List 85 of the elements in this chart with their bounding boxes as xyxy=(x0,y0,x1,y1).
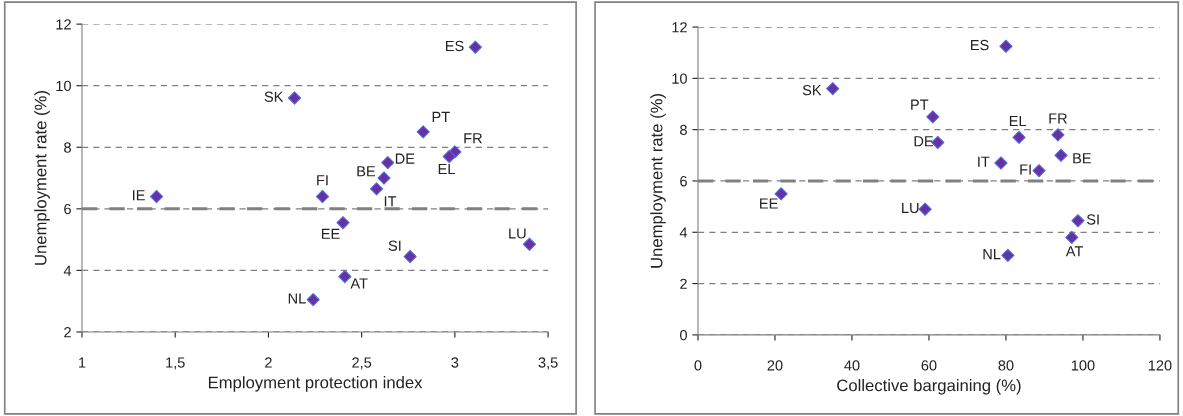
annotation: NL xyxy=(983,249,1001,260)
annotation: BE xyxy=(357,166,376,177)
annotation: IT xyxy=(384,196,397,207)
annotation: IT xyxy=(978,156,990,167)
annotation: DE xyxy=(395,153,415,164)
x-tick-label: 1 xyxy=(79,357,86,368)
point xyxy=(1001,248,1015,262)
x-axis-title: Collective bargaining (%) xyxy=(837,379,1021,395)
point xyxy=(994,156,1008,170)
point xyxy=(1032,164,1046,178)
point xyxy=(1051,128,1065,142)
x-axis-title: Employment protection index xyxy=(208,376,423,392)
y-tick-label: 6 xyxy=(64,203,71,215)
y-tick-label: 0 xyxy=(680,329,687,341)
y-tick-label: 12 xyxy=(672,22,687,33)
y-tick-label: 4 xyxy=(679,227,688,238)
annotation: PT xyxy=(911,99,929,110)
annotation: DE xyxy=(914,136,934,147)
annotation: FI xyxy=(1020,164,1031,175)
y-tick-label: 8 xyxy=(680,124,687,136)
x-tick-label: 0 xyxy=(694,360,702,371)
point xyxy=(918,202,932,216)
annotation: AT xyxy=(350,278,368,289)
point xyxy=(826,81,840,96)
y-tick-label: 12 xyxy=(56,19,71,30)
point xyxy=(306,293,320,307)
point xyxy=(416,125,430,139)
y-tick-label: 6 xyxy=(680,176,687,187)
annotation: EE xyxy=(760,198,778,209)
annotation: IE xyxy=(133,190,145,201)
y-tick-label: 10 xyxy=(672,73,687,84)
y-axis-title: Unemployment rate (%) xyxy=(34,91,50,265)
annotation: FR xyxy=(464,133,482,144)
point xyxy=(1065,230,1079,245)
annotation: SI xyxy=(1086,214,1099,225)
annotation: FR xyxy=(1049,113,1067,124)
annotation: EE xyxy=(321,228,340,239)
point xyxy=(442,149,456,164)
x-tick-label: 100 xyxy=(1071,360,1095,371)
annotation: LU xyxy=(509,228,526,239)
point xyxy=(926,110,940,124)
point xyxy=(403,249,417,264)
point xyxy=(377,171,391,185)
point xyxy=(522,237,537,251)
annotation: ES xyxy=(446,40,464,52)
y-tick-label: 2 xyxy=(64,327,71,338)
annotation: LU xyxy=(902,202,919,214)
point xyxy=(468,40,482,54)
annotation: ES xyxy=(971,39,989,51)
x-tick-label: 60 xyxy=(921,360,937,371)
annotation: BE xyxy=(1073,153,1091,164)
x-tick-label: 40 xyxy=(844,360,860,371)
point xyxy=(1071,214,1085,228)
annotation: EL xyxy=(1009,115,1027,126)
point xyxy=(287,91,302,105)
point xyxy=(999,39,1013,53)
annotation: SI xyxy=(388,240,401,251)
point xyxy=(336,216,350,230)
annotation: SK xyxy=(802,84,822,96)
annotation: FI xyxy=(317,175,328,186)
annotation: NL xyxy=(288,293,306,304)
point xyxy=(381,156,395,170)
x-tick-label: 1,5 xyxy=(166,357,185,370)
x-tick-label: 3,5 xyxy=(538,357,558,370)
y-tick-label: 4 xyxy=(63,265,72,276)
x-tick-label: 80 xyxy=(998,360,1014,371)
annotation: EL xyxy=(438,163,455,175)
y-tick-label: 10 xyxy=(56,80,71,92)
annotation: SK xyxy=(264,91,284,102)
y-tick-label: 2 xyxy=(680,278,687,289)
x-tick-label: 120 xyxy=(1148,360,1172,371)
x-tick-label: 3 xyxy=(451,357,459,368)
y-tick-label: 8 xyxy=(64,142,71,153)
point xyxy=(1054,148,1068,162)
point xyxy=(315,189,330,204)
annotation: AT xyxy=(1065,246,1083,257)
x-tick-label: 2 xyxy=(265,357,272,368)
x-tick-label: 20 xyxy=(767,360,783,371)
y-axis-title: Unemployment rate (%) xyxy=(650,94,666,268)
point xyxy=(1012,130,1026,144)
point xyxy=(369,182,384,196)
x-tick-label: 2,5 xyxy=(352,357,372,370)
point xyxy=(149,189,164,204)
point xyxy=(338,269,352,284)
annotation: PT xyxy=(432,111,450,122)
